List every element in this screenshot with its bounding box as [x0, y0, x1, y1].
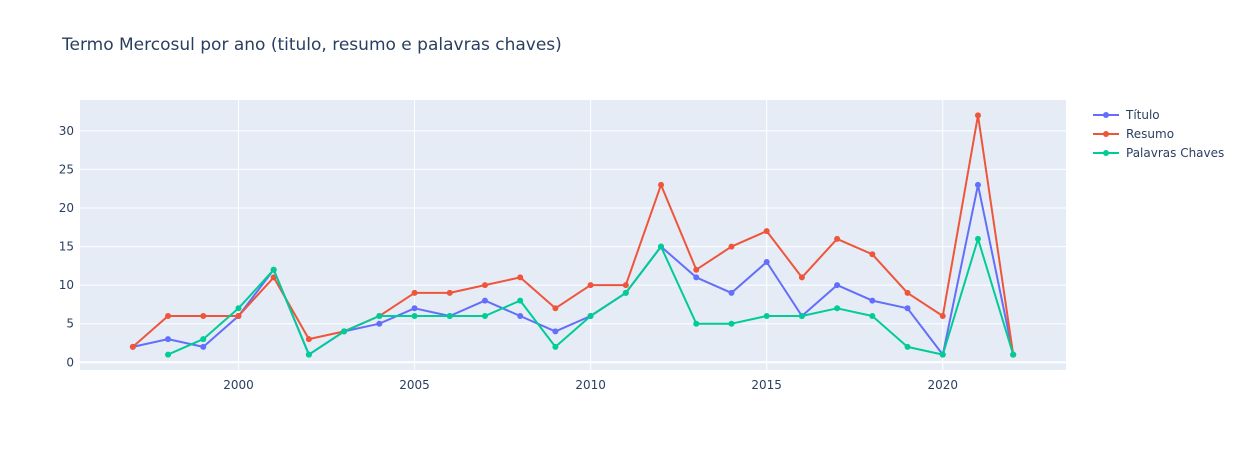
- data-point[interactable]: [974, 181, 981, 188]
- data-point[interactable]: [446, 289, 453, 296]
- data-point[interactable]: [728, 289, 735, 296]
- axis-ticks: 0 5 10 15 20 25 30 2000 2005 2010 2015 2020: [59, 124, 958, 392]
- data-point[interactable]: [974, 112, 981, 119]
- data-point[interactable]: [728, 243, 735, 250]
- x-tick-label: 2000: [223, 378, 254, 392]
- legend-marker-icon: [1103, 131, 1109, 137]
- data-point[interactable]: [658, 181, 665, 188]
- y-tick-label: 25: [59, 162, 74, 176]
- data-point[interactable]: [693, 266, 700, 273]
- data-point[interactable]: [481, 313, 488, 319]
- data-point[interactable]: [270, 274, 277, 281]
- y-tick-label: 30: [59, 124, 74, 138]
- data-point[interactable]: [904, 343, 911, 350]
- data-point[interactable]: [235, 313, 242, 319]
- data-point[interactable]: [763, 313, 770, 319]
- legend-marker-icon: [1103, 112, 1109, 118]
- data-point[interactable]: [974, 235, 981, 242]
- series-line: [132, 114, 1015, 355]
- data-point[interactable]: [517, 274, 524, 281]
- data-point[interactable]: [200, 343, 207, 350]
- data-point[interactable]: [270, 266, 277, 273]
- y-tick-label: 5: [66, 317, 74, 331]
- data-point[interactable]: [305, 336, 312, 343]
- data-point[interactable]: [834, 282, 841, 289]
- data-point[interactable]: [763, 259, 770, 265]
- legend-marker-icon: [1103, 150, 1109, 156]
- data-point[interactable]: [939, 351, 946, 358]
- data-point[interactable]: [341, 328, 348, 335]
- x-tick-label: 2010: [575, 378, 606, 392]
- y-tick-label: 0: [66, 355, 74, 369]
- data-point[interactable]: [235, 305, 242, 312]
- series-3: [165, 235, 1017, 358]
- data-point[interactable]: [658, 243, 665, 250]
- data-point[interactable]: [200, 313, 207, 319]
- y-tick-label: 15: [59, 240, 74, 254]
- plot-area: [80, 100, 1066, 370]
- data-point[interactable]: [411, 289, 418, 296]
- data-point[interactable]: [165, 351, 172, 358]
- data-point[interactable]: [587, 313, 594, 319]
- data-point[interactable]: [1010, 351, 1017, 358]
- data-point[interactable]: [517, 297, 524, 304]
- data-point[interactable]: [763, 228, 770, 235]
- legend-label: Palavras Chaves: [1126, 146, 1224, 160]
- data-point[interactable]: [481, 297, 488, 304]
- legend-item[interactable]: Resumo: [1093, 127, 1174, 141]
- data-point[interactable]: [834, 235, 841, 242]
- data-point[interactable]: [552, 328, 559, 335]
- data-point[interactable]: [798, 313, 805, 319]
- data-point[interactable]: [517, 313, 524, 319]
- x-tick-label: 2015: [751, 378, 782, 392]
- data-point[interactable]: [728, 320, 735, 327]
- legend[interactable]: Título Resumo Palavras Chaves: [1093, 108, 1224, 160]
- gridlines: [80, 100, 1066, 370]
- data-point[interactable]: [165, 336, 172, 343]
- data-point[interactable]: [869, 251, 876, 258]
- legend-item[interactable]: Palavras Chaves: [1093, 146, 1224, 160]
- legend-label: Título: [1125, 108, 1160, 122]
- data-point[interactable]: [552, 343, 559, 350]
- legend-label: Resumo: [1126, 127, 1174, 141]
- series-layer: [129, 112, 1017, 358]
- data-point[interactable]: [552, 305, 559, 312]
- y-tick-label: 20: [59, 201, 74, 215]
- data-point[interactable]: [200, 336, 207, 343]
- data-point[interactable]: [446, 313, 453, 319]
- data-point[interactable]: [834, 305, 841, 312]
- data-point[interactable]: [165, 313, 172, 319]
- data-point[interactable]: [693, 274, 700, 281]
- chart-title: Termo Mercosul por ano (titulo, resumo e…: [61, 35, 562, 55]
- data-point[interactable]: [904, 305, 911, 312]
- data-point[interactable]: [798, 274, 805, 281]
- x-tick-label: 2005: [399, 378, 430, 392]
- data-point[interactable]: [129, 343, 136, 350]
- data-point[interactable]: [693, 320, 700, 327]
- y-tick-label: 10: [59, 278, 74, 292]
- data-point[interactable]: [869, 297, 876, 304]
- data-point[interactable]: [376, 320, 383, 327]
- data-point[interactable]: [481, 282, 488, 289]
- legend-item[interactable]: Título: [1093, 108, 1160, 122]
- x-tick-label: 2020: [927, 378, 958, 392]
- data-point[interactable]: [305, 351, 312, 358]
- data-point[interactable]: [622, 282, 629, 289]
- data-point[interactable]: [622, 289, 629, 296]
- data-point[interactable]: [939, 313, 946, 319]
- data-point[interactable]: [411, 313, 418, 319]
- data-point[interactable]: [376, 313, 383, 319]
- data-point[interactable]: [869, 313, 876, 319]
- data-point[interactable]: [411, 305, 418, 312]
- data-point[interactable]: [904, 289, 911, 296]
- data-point[interactable]: [587, 282, 594, 289]
